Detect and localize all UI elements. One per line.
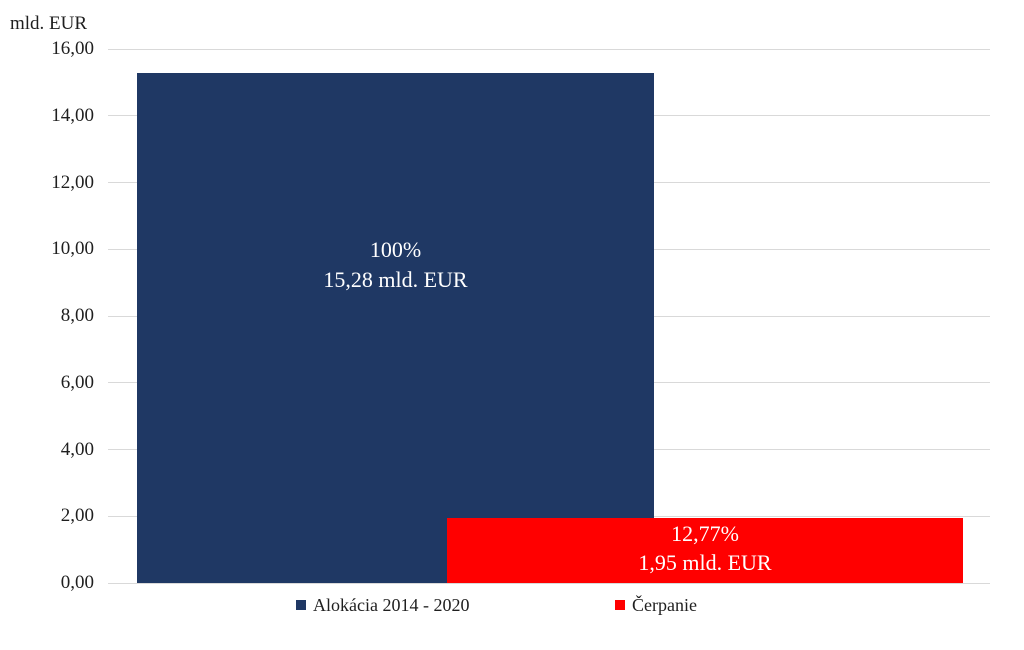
y-tick-label: 4,00 [60, 438, 94, 460]
bar-alokacia-2014-2020: 100% 15,28 mld. EUR [137, 73, 654, 583]
gridline [108, 48, 990, 50]
legend-label-cerpanie: Čerpanie [632, 594, 697, 615]
y-tick-label: 8,00 [60, 305, 94, 326]
y-tick-label: 10,00 [51, 238, 94, 260]
bar-cerpanie-value: 1,95 mld. EUR [638, 549, 772, 575]
bar-alokacia-value: 15,28 mld. EUR [323, 267, 468, 293]
gridline [108, 582, 990, 584]
legend-label-alokacia: Alokácia 2014 - 2020 [313, 594, 470, 615]
y-tick-label: 6,00 [60, 371, 94, 393]
legend-item-cerpanie: Čerpanie [615, 592, 697, 618]
y-tick-label: 16,00 [51, 38, 94, 59]
y-tick-label: 2,00 [60, 505, 94, 527]
y-tick-label: 14,00 [51, 104, 94, 126]
bar-cerpanie: 12,77% 1,95 mld. EUR [447, 517, 963, 583]
y-tick-label: 12,00 [51, 171, 94, 193]
y-tick-label: 0,00 [60, 572, 94, 593]
legend-swatch-alokacia-icon [296, 600, 306, 610]
plot-area: 100% 15,28 mld. EUR 12,77% 1,95 mld. EUR [108, 48, 990, 584]
bar-alokacia-percent: 100% [369, 237, 422, 263]
bar-cerpanie-label: 12,77% 1,95 mld. EUR [447, 519, 963, 577]
bar-alokacia-label: 100% 15,28 mld. EUR [137, 235, 654, 295]
y-axis-ticks: 16,00 14,00 12,00 10,00 8,00 6,00 4,00 2,00 0,00 [0, 38, 94, 593]
legend-item-alokacia: Alokácia 2014 - 2020 [296, 592, 469, 618]
legend-swatch-cerpanie-icon [615, 600, 625, 610]
bar-cerpanie-percent: 12,77% [671, 520, 739, 546]
legend: Alokácia 2014 - 2020 Čerpanie [0, 592, 1024, 618]
y-axis-unit-label: mld. EUR [10, 13, 88, 34]
